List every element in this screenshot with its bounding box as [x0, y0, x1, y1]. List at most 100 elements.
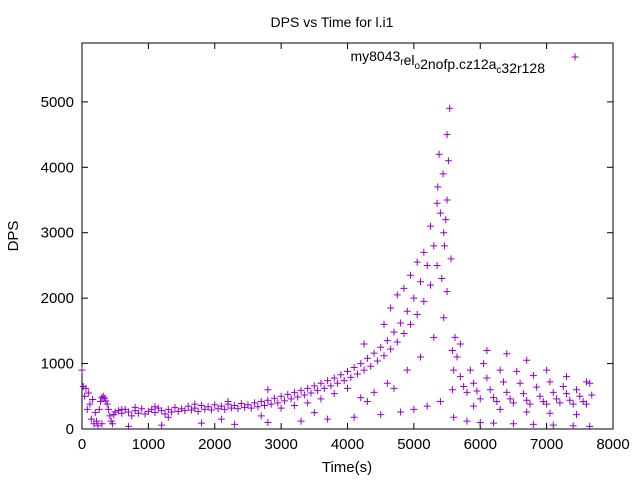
data-point [217, 402, 225, 410]
data-point [393, 338, 401, 346]
data-point [237, 399, 245, 407]
data-point [320, 384, 328, 392]
data-point [257, 398, 265, 406]
x-tick-label: 3000 [264, 436, 297, 453]
data-point [476, 418, 484, 426]
data-point [290, 401, 298, 409]
data-point [549, 421, 557, 429]
data-point [290, 388, 298, 396]
data-point [417, 278, 425, 286]
legend-label: my8043relo2nofp.cz12ac32r128 [350, 48, 545, 76]
data-point [118, 405, 126, 413]
data-point [451, 333, 459, 341]
data-point [257, 412, 265, 420]
data-point [337, 371, 345, 379]
data-point [221, 405, 229, 413]
data-point [274, 399, 282, 407]
data-point [430, 333, 438, 341]
data-point [403, 307, 411, 315]
data-point [300, 391, 308, 399]
data-point [400, 329, 408, 337]
legend-marker-symbol [571, 53, 579, 61]
data-point [447, 255, 455, 263]
data-point [576, 392, 584, 400]
data-point [397, 408, 405, 416]
data-point [197, 419, 205, 427]
y-tick-label: 5000 [41, 94, 74, 111]
data-point [317, 395, 325, 403]
data-point [97, 398, 105, 406]
data-point [197, 401, 205, 409]
data-point [360, 340, 368, 348]
data-point [254, 403, 262, 411]
data-point [86, 400, 94, 408]
data-point [138, 405, 146, 413]
data-point [383, 379, 391, 387]
legend-segment: el [404, 52, 415, 68]
data-point [387, 304, 395, 312]
data-point [164, 413, 172, 421]
data-point [287, 395, 295, 403]
data-point [244, 401, 252, 409]
data-point [582, 378, 590, 386]
data-point [572, 386, 580, 394]
data-point [569, 422, 577, 430]
data-point [370, 388, 378, 396]
y-tick-label: 3000 [41, 225, 74, 242]
data-point [563, 390, 571, 398]
data-point [470, 379, 478, 387]
data-point [207, 406, 215, 414]
data-point [327, 382, 335, 390]
data-point [436, 398, 444, 406]
data-point [380, 320, 388, 328]
data-point [89, 396, 97, 404]
data-point [151, 409, 159, 417]
data-point [549, 388, 557, 396]
data-point [350, 413, 358, 421]
data-point [360, 366, 368, 374]
x-tick-label: 6000 [464, 436, 497, 453]
data-point [586, 422, 594, 430]
data-point [83, 405, 91, 413]
data-point [397, 319, 405, 327]
data-point [168, 408, 176, 416]
data-point [158, 407, 166, 415]
data-point [440, 229, 448, 237]
data-point [407, 271, 415, 279]
data-point [344, 367, 351, 375]
data-point [270, 394, 278, 402]
data-point [267, 400, 275, 408]
data-point [509, 399, 517, 407]
data-point [413, 311, 421, 319]
data-point [434, 183, 442, 191]
legend-subscript: r [400, 57, 404, 68]
data-point [480, 360, 488, 368]
data-point [533, 383, 541, 391]
data-point [277, 392, 285, 400]
data-point [490, 419, 498, 427]
data-point [106, 412, 114, 420]
data-point [307, 389, 315, 397]
data-point [569, 400, 577, 408]
data-point [410, 405, 418, 413]
data-point [294, 393, 302, 401]
data-point [217, 415, 225, 423]
data-point [496, 366, 504, 374]
data-point [128, 412, 136, 420]
data-point [483, 374, 491, 382]
data-point [563, 373, 571, 381]
data-point [453, 353, 461, 361]
data-point [516, 379, 524, 387]
data-point [231, 420, 239, 428]
data-point [314, 386, 322, 394]
data-point [493, 398, 501, 406]
data-point [93, 417, 101, 425]
data-point [443, 131, 451, 139]
data-point [350, 364, 358, 372]
data-point [420, 248, 428, 256]
data-point [466, 366, 474, 374]
data-point [400, 284, 408, 292]
data-point [91, 409, 99, 417]
data-point [460, 382, 468, 390]
data-point [529, 371, 537, 379]
